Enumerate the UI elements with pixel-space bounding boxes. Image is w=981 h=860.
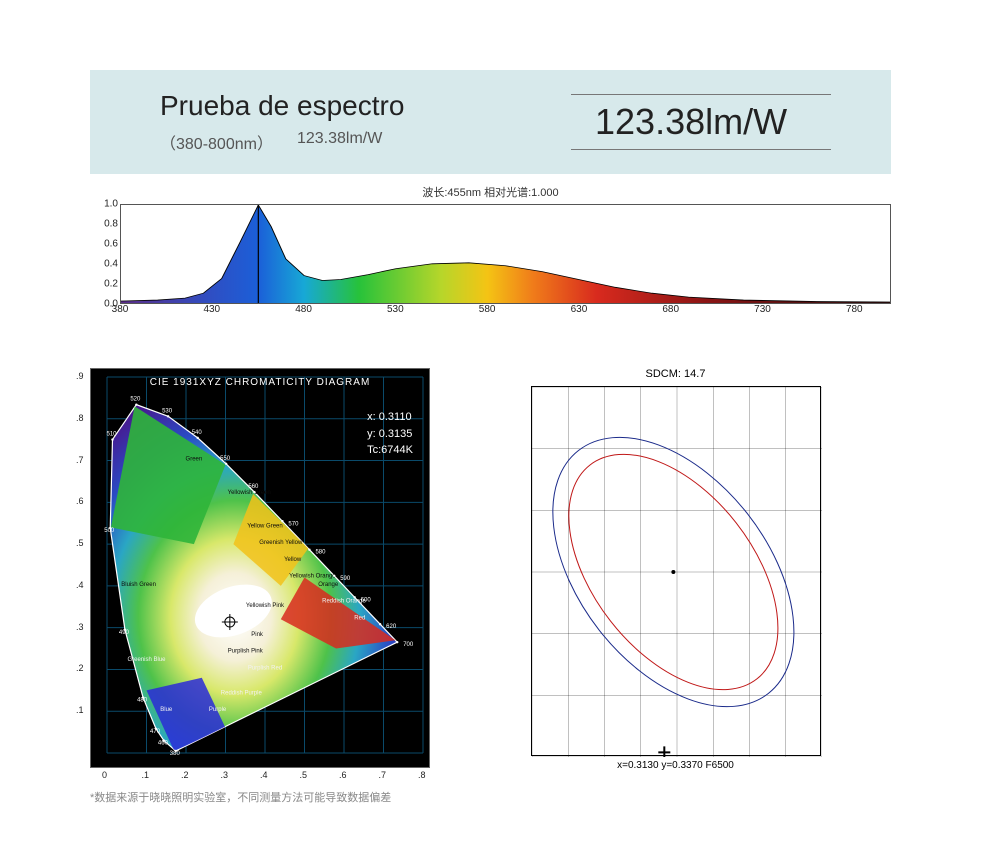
svg-text:380: 380 [170, 751, 181, 757]
svg-text:Greenish Blue: Greenish Blue [127, 657, 166, 663]
svg-text:600: 600 [361, 597, 372, 603]
svg-text:530: 530 [162, 408, 173, 414]
spectrum-section: 波长:455nm 相对光谱:1.000 0.00.20.40.60.81.0 3… [90, 184, 891, 318]
svg-text:Yellowish Green: Yellowish Green [228, 490, 271, 496]
svg-text:620: 620 [386, 624, 397, 630]
svg-text:Greenish Yellow: Greenish Yellow [259, 540, 303, 546]
svg-text:Green: Green [186, 457, 203, 463]
spectrum-xaxis: 380430480530580630680730780 [90, 304, 891, 318]
svg-text:460: 460 [158, 741, 169, 747]
efficacy-small: 123.38lm/W [297, 130, 382, 154]
spectrum-label: 波长:455nm 相对光谱:1.000 [90, 184, 891, 200]
cie-info: x: 0.3110 y: 0.3135 Tc:6744K [367, 409, 413, 459]
header-subline: （380-800nm） 123.38lm/W [160, 130, 404, 154]
svg-text:Yellowish Pink: Yellowish Pink [246, 603, 285, 609]
svg-text:Orange: Orange [318, 582, 339, 588]
svg-text:Purplish Pink: Purplish Pink [228, 649, 264, 655]
svg-text:Bluish Green: Bluish Green [121, 582, 156, 588]
svg-text:590: 590 [340, 576, 351, 582]
svg-text:Blue: Blue [160, 707, 173, 713]
svg-text:700: 700 [403, 642, 414, 648]
svg-text:Purplish Red: Purplish Red [248, 665, 282, 671]
header-banner: Prueba de espectro （380-800nm） 123.38lm/… [90, 70, 891, 174]
svg-text:Yellow: Yellow [284, 557, 302, 563]
svg-text:Yellowish Orange: Yellowish Orange [289, 574, 336, 580]
cie-title: CIE 1931XYZ CHROMATICITY DIAGRAM [91, 377, 429, 388]
cie-diagram: Green Yellowish Green Yellow Green Greenish… [90, 368, 430, 768]
svg-text:470: 470 [150, 729, 161, 735]
svg-text:550: 550 [220, 456, 231, 462]
sdcm-block: SDCM: 14.7 x=0.3130 y=0.3370 F6500 [460, 368, 891, 771]
cie-x: x: 0.3110 [367, 409, 413, 426]
header-title: Prueba de espectro [160, 90, 404, 122]
svg-text:490: 490 [119, 630, 130, 636]
svg-text:Pink: Pink [251, 632, 264, 638]
svg-text:510: 510 [106, 432, 117, 438]
wavelength-range: （380-800nm） [160, 130, 273, 154]
efficacy-large: 123.38lm/W [571, 94, 831, 150]
spectrum-yaxis: 0.00.20.40.60.81.0 [90, 204, 120, 304]
sdcm-footer: x=0.3130 y=0.3370 F6500 [460, 760, 891, 771]
svg-text:520: 520 [130, 397, 141, 403]
spectrum-chart [120, 204, 891, 304]
cie-tc: Tc:6744K [367, 442, 413, 459]
svg-text:500: 500 [104, 528, 115, 534]
svg-text:540: 540 [192, 430, 203, 436]
svg-text:Yellow Green: Yellow Green [247, 523, 282, 529]
cie-y: y: 0.3135 [367, 426, 413, 443]
svg-text:Red: Red [354, 615, 365, 621]
sdcm-chart [531, 386, 821, 756]
header-left: Prueba de espectro （380-800nm） 123.38lm/… [160, 90, 404, 154]
sdcm-title: SDCM: 14.7 [460, 368, 891, 380]
svg-text:Purple: Purple [209, 707, 227, 713]
svg-text:480: 480 [137, 698, 148, 704]
svg-text:580: 580 [315, 550, 326, 556]
svg-text:560: 560 [248, 484, 259, 490]
footnote: *数据来源于晓晓照明实验室，不同测量方法可能导致数据偏差 [90, 789, 891, 805]
svg-text:570: 570 [288, 521, 299, 527]
svg-text:Reddish Purple: Reddish Purple [221, 691, 263, 697]
